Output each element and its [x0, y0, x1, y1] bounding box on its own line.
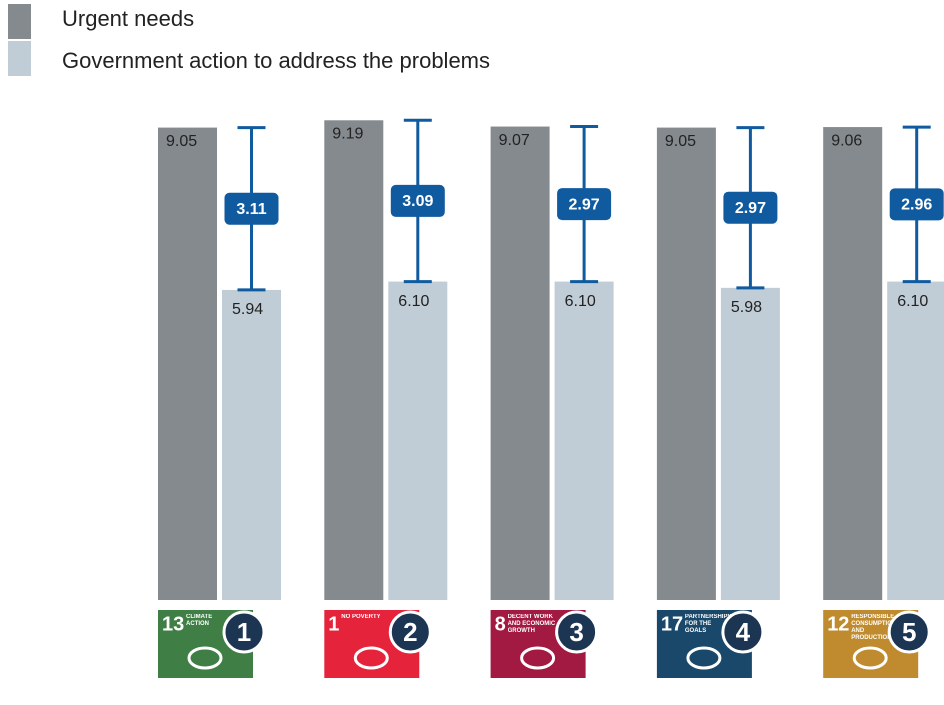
rank-number: 1 — [237, 617, 251, 647]
tile-title-box: DECENT WORK AND ECONOMIC GROWTH — [507, 614, 556, 634]
bar — [823, 127, 883, 601]
bar — [324, 120, 384, 601]
gap-label: 3.09 — [402, 193, 433, 210]
rank-badge — [388, 610, 432, 654]
data-label: 9.07 — [499, 132, 530, 149]
data-label: 9.05 — [665, 133, 696, 150]
tile-title-box: PARTNERSHIPS FOR THE GOALS — [684, 614, 732, 634]
sdg-icon — [187, 646, 223, 670]
sdg-icon — [520, 646, 556, 670]
bar — [554, 281, 614, 600]
goal-number: 17 — [661, 613, 683, 635]
gap-label-box — [390, 184, 445, 217]
legend-label: Government action to address the problem… — [62, 48, 490, 73]
legend-swatch — [8, 41, 31, 76]
bar — [388, 281, 448, 600]
legend-label: Urgent needs — [62, 6, 194, 31]
tile-title: RESPONSIBLE CONSUMPTION AND PRODUCTION — [851, 614, 897, 641]
rank-number: 3 — [569, 617, 583, 647]
rank-number: 2 — [403, 617, 417, 647]
gap-label-box — [224, 192, 279, 225]
data-label: 9.19 — [332, 126, 363, 143]
goal-number: 1 — [328, 613, 339, 635]
data-label: 5.98 — [731, 299, 762, 316]
gap-label-box — [723, 191, 778, 224]
sdg-icon — [852, 646, 888, 670]
rank-badge — [555, 610, 599, 654]
goal-number: 8 — [495, 613, 506, 635]
data-label: 6.10 — [897, 293, 928, 310]
bar — [887, 281, 944, 600]
goal-number: 13 — [162, 613, 184, 635]
gap-label: 2.97 — [735, 200, 766, 217]
data-label: 6.10 — [565, 293, 596, 310]
rank-number: 5 — [902, 617, 916, 647]
rank-badge — [721, 610, 765, 654]
bar — [158, 127, 217, 600]
legend-swatch — [8, 4, 31, 39]
tile-title-box: RESPONSIBLE CONSUMPTION AND PRODUCTION — [851, 614, 897, 641]
data-label: 9.05 — [166, 133, 197, 150]
rank-badge — [222, 610, 266, 654]
gap-label: 2.97 — [569, 196, 600, 213]
tile-title: NO POVERTY — [341, 614, 381, 620]
tile-title: PARTNERSHIPS FOR THE GOALS — [684, 614, 732, 634]
data-label: 6.10 — [398, 293, 429, 310]
bar — [656, 127, 716, 600]
rank-badge — [887, 610, 931, 654]
tile-title-box: NO POVERTY — [341, 614, 381, 620]
bar — [720, 287, 780, 600]
goal-number: 12 — [827, 613, 849, 635]
data-label: 5.94 — [232, 301, 263, 318]
tile-title: DECENT WORK AND ECONOMIC GROWTH — [507, 614, 556, 634]
tile-title-box: CLIMATE ACTION — [186, 614, 213, 627]
gap-label: 2.96 — [901, 197, 932, 214]
data-label: 9.06 — [831, 132, 862, 149]
tile-title: CLIMATE ACTION — [186, 614, 213, 627]
rank-number: 4 — [736, 617, 751, 647]
bar — [222, 289, 281, 600]
sdg-icon — [686, 646, 722, 670]
gap-label: 3.11 — [236, 201, 266, 218]
sdg-icon — [353, 646, 389, 670]
bar — [490, 126, 550, 601]
gap-label-box — [889, 188, 944, 221]
gap-label-box — [557, 188, 612, 221]
